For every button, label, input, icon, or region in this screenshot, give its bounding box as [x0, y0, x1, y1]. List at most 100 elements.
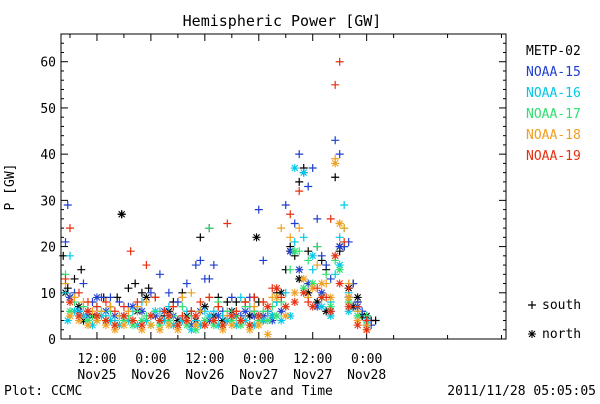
x-tick-date: Nov26: [131, 368, 170, 383]
south-point: [268, 293, 277, 302]
north-point: [344, 298, 353, 307]
north-point: [142, 293, 151, 302]
north-point: [83, 316, 92, 325]
north-point: [250, 311, 259, 320]
south-point: [290, 237, 299, 246]
legend-entry: NOAA-19: [526, 149, 581, 164]
south-point: [290, 219, 299, 228]
north-point: [277, 307, 286, 316]
south-point: [286, 233, 295, 242]
x-tick-date: Nov28: [347, 368, 386, 383]
north-point: [223, 316, 232, 325]
north-point: [137, 321, 146, 330]
south-point: [151, 293, 160, 302]
south-point: [236, 293, 245, 302]
x-tick-time: 0:00: [351, 352, 382, 367]
north-point: [115, 321, 124, 330]
south-point: [169, 302, 178, 311]
north-point: [200, 321, 209, 330]
south-point: [331, 136, 340, 145]
south-point: [232, 298, 241, 307]
south-point: [65, 224, 74, 233]
south-point: [335, 219, 344, 228]
south-point: [313, 284, 322, 293]
footer-plot-credit: Plot: CCMC: [4, 384, 82, 399]
y-tick-label: 20: [40, 241, 56, 256]
north-point: [74, 316, 83, 325]
north-point: [178, 316, 187, 325]
x-tick-time: 0:00: [135, 352, 166, 367]
north-point: [259, 316, 268, 325]
south-point: [281, 200, 290, 209]
marker-legend-label: south: [542, 298, 581, 313]
x-tick-date: Nov25: [77, 368, 116, 383]
south-point: [160, 307, 169, 316]
north-point: [344, 307, 353, 316]
south-point: [353, 302, 362, 311]
north-point: [110, 311, 119, 320]
north-point: [209, 311, 218, 320]
north-point: [160, 316, 169, 325]
x-tick-time: 12:00: [293, 352, 332, 367]
north-point: [272, 284, 281, 293]
south-point: [313, 242, 322, 251]
south-point: [295, 224, 304, 233]
south-point: [286, 265, 295, 274]
footer-timestamp: 2011/11/28 05:05:05: [447, 384, 596, 399]
north-point: [74, 302, 83, 311]
south-point: [97, 293, 106, 302]
north-point: [164, 307, 173, 316]
south-point: [308, 265, 317, 274]
south-point: [113, 293, 122, 302]
south-point: [101, 298, 110, 307]
legend-entry: NOAA-18: [526, 128, 581, 143]
south-point: [182, 279, 191, 288]
north-point: [331, 251, 340, 260]
north-point: [151, 311, 160, 320]
south-point: [331, 173, 340, 182]
south-point: [331, 270, 340, 279]
north-point: [92, 293, 101, 302]
north-point: [155, 316, 164, 325]
north-point: [92, 311, 101, 320]
south-point: [146, 288, 155, 297]
north-point: [79, 311, 88, 320]
north-point: [200, 316, 209, 325]
marker-legend-label: north: [542, 327, 581, 342]
north-point: [137, 325, 146, 334]
north-point: [88, 321, 97, 330]
south-point: [281, 288, 290, 297]
south-point: [61, 237, 70, 246]
south-point: [528, 301, 536, 309]
south-point: [137, 288, 146, 297]
south-point: [308, 164, 317, 173]
south-point: [119, 302, 128, 311]
y-tick-label: 40: [40, 148, 56, 163]
south-point: [97, 307, 106, 316]
south-point: [241, 298, 250, 307]
x-tick-date: Nov26: [185, 368, 224, 383]
south-point: [110, 307, 119, 316]
north-point: [92, 316, 101, 325]
south-point: [115, 298, 124, 307]
north-point: [263, 302, 272, 311]
north-point: [326, 293, 335, 302]
south-point: [299, 233, 308, 242]
south-point: [286, 210, 295, 219]
south-point: [362, 316, 371, 325]
north-point: [335, 261, 344, 270]
south-point: [74, 288, 83, 297]
south-point: [250, 302, 259, 311]
south-point: [322, 261, 331, 270]
north-point: [250, 321, 259, 330]
south-point: [164, 288, 173, 297]
south-point: [322, 293, 331, 302]
south-point: [178, 293, 187, 302]
north-point: [335, 242, 344, 251]
x-tick-time: 12:00: [77, 352, 116, 367]
south-point: [205, 274, 214, 283]
south-point: [313, 261, 322, 270]
north-point: [277, 288, 286, 297]
plot-frame: [60, 33, 507, 340]
y-tick-label: 60: [40, 56, 56, 71]
